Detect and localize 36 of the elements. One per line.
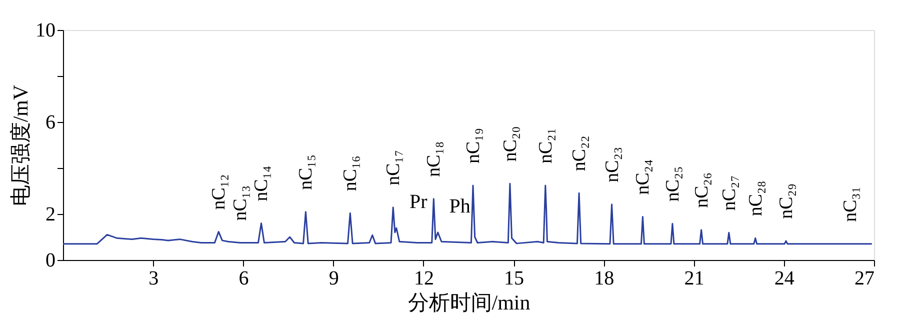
annotation: Ph [449, 195, 470, 218]
x-tick-label: 3 [148, 268, 159, 290]
annotation: nC₁₄ [251, 166, 272, 202]
annotation: Pr [410, 191, 428, 214]
x-tick-label: 24 [774, 268, 794, 290]
x-tick-label: 12 [414, 268, 434, 290]
x-tick-label: 9 [328, 268, 339, 290]
annotation: nC₁₇ [383, 150, 404, 186]
annotation: nC₂₆ [691, 172, 712, 208]
y-tick-label: 0 [46, 250, 56, 272]
x-tick-label: 15 [504, 268, 524, 290]
annotation: nC₂₄ [632, 159, 654, 195]
x-axis-title: 分析时间/min [408, 290, 531, 314]
annotation: nC₂₇ [718, 175, 740, 211]
annotation: nC₁₆ [340, 156, 362, 192]
x-tick-label: 21 [684, 268, 704, 290]
annotation: nC₁₅ [296, 154, 317, 190]
x-tick-label: 6 [238, 268, 249, 290]
y-tick-label: 6 [46, 112, 56, 134]
annotation: nC₂₃ [602, 146, 623, 182]
annotation: nC₁₃ [230, 185, 252, 221]
x-tick-label: 27 [854, 268, 874, 290]
y-axis-title: 电压强度/mV [8, 84, 32, 206]
annotation: nC₃₁ [840, 186, 861, 222]
y-tick-label: 10 [36, 20, 56, 42]
annotation: nC₁₈ [424, 141, 445, 177]
annotation: nC₂₁ [535, 128, 556, 164]
annotation: nC₂₀ [500, 126, 521, 162]
annotation: nC₂₈ [745, 180, 766, 216]
annotation: nC₂₅ [662, 166, 684, 202]
annotation: nC₂₉ [776, 183, 797, 219]
y-tick-label: 2 [46, 204, 56, 226]
x-tick-label: 18 [594, 268, 614, 290]
annotation: nC₂₂ [569, 136, 590, 172]
annotation: nC₁₉ [463, 128, 484, 164]
annotation: nC₁₂ [208, 174, 230, 210]
